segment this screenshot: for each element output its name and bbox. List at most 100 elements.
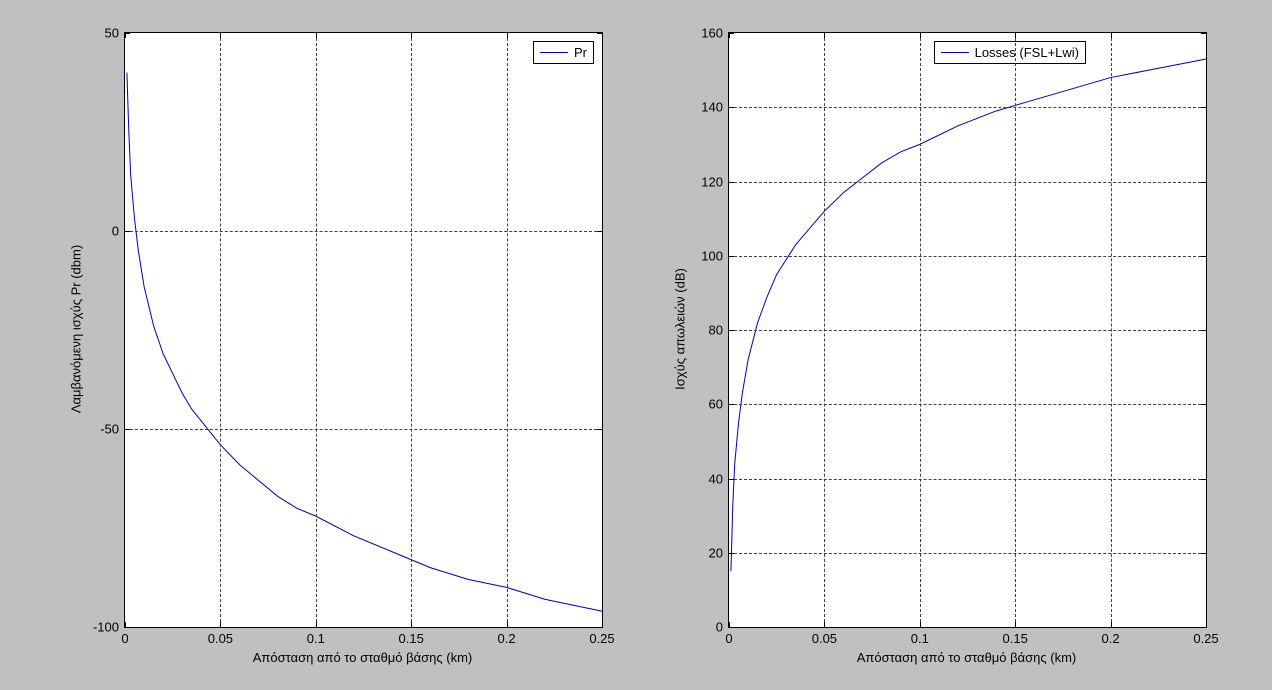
right-ygrid xyxy=(729,479,1206,480)
right-xgrid xyxy=(1111,33,1112,627)
left-xtick-mark xyxy=(411,622,412,627)
right-ygrid xyxy=(729,330,1206,331)
right-ytick-mark xyxy=(1201,553,1206,554)
right-xtick-mark xyxy=(1111,33,1112,38)
right-xtick-label: 0.25 xyxy=(1193,631,1218,646)
left-legend: Pr xyxy=(533,41,594,64)
left-ytick-label: 0 xyxy=(112,224,119,239)
right-ytick-mark xyxy=(729,330,734,331)
right-ytick-mark xyxy=(1201,404,1206,405)
right-ytick-label: 20 xyxy=(709,545,723,560)
right-ytick-mark xyxy=(1201,479,1206,480)
legend-label: Pr xyxy=(574,45,587,60)
left-ytick-mark xyxy=(597,627,602,628)
left-ytick-mark xyxy=(125,627,130,628)
right-xlabel: Απόσταση από το σταθμό βάσης (km) xyxy=(857,650,1077,665)
left-xtick-label: 0.25 xyxy=(589,631,614,646)
right-legend: Losses (FSL+Lwi) xyxy=(934,41,1086,64)
left-line-plot xyxy=(125,33,602,627)
legend-line-icon xyxy=(540,52,568,53)
right-ytick-mark xyxy=(1201,330,1206,331)
right-xtick-mark xyxy=(1111,622,1112,627)
right-ygrid xyxy=(729,107,1206,108)
right-ytick-mark xyxy=(729,107,734,108)
right-xtick-mark xyxy=(824,33,825,38)
right-xtick-label: 0 xyxy=(725,631,732,646)
right-xtick-mark xyxy=(920,33,921,38)
left-xgrid xyxy=(316,33,317,627)
left-xlabel: Απόσταση από το σταθμό βάσης (km) xyxy=(253,650,473,665)
right-ygrid xyxy=(729,256,1206,257)
left-axes: Pr -100-5005000.050.10.150.20.25 xyxy=(124,32,603,628)
matlab-figure: Pr -100-5005000.050.10.150.20.25 Λαμβανό… xyxy=(0,0,1272,690)
right-ytick-mark xyxy=(729,553,734,554)
right-ytick-mark xyxy=(1201,182,1206,183)
right-ytick-mark xyxy=(729,256,734,257)
left-xtick-label: 0.15 xyxy=(399,631,424,646)
right-ytick-label: 120 xyxy=(701,174,723,189)
right-ytick-label: 160 xyxy=(701,26,723,41)
left-xtick-mark xyxy=(220,622,221,627)
right-xtick-mark xyxy=(729,33,730,38)
left-xtick-label: 0.1 xyxy=(307,631,325,646)
right-ytick-mark xyxy=(1201,107,1206,108)
right-ytick-mark xyxy=(729,182,734,183)
right-ytick-mark xyxy=(729,479,734,480)
left-xgrid xyxy=(220,33,221,627)
left-ytick-mark xyxy=(125,231,130,232)
right-xgrid xyxy=(824,33,825,627)
right-ytick-label: 80 xyxy=(709,323,723,338)
right-axes: Losses (FSL+Lwi) 02040608010012014016000… xyxy=(728,32,1207,628)
right-ytick-label: 60 xyxy=(709,397,723,412)
left-ytick-mark xyxy=(597,231,602,232)
right-xtick-mark xyxy=(1206,33,1207,38)
legend-line-icon xyxy=(941,52,969,53)
left-xtick-mark xyxy=(316,33,317,38)
right-xtick-label: 0.1 xyxy=(911,631,929,646)
right-ygrid xyxy=(729,553,1206,554)
left-xtick-mark xyxy=(602,622,603,627)
right-ytick-label: 140 xyxy=(701,100,723,115)
left-xgrid xyxy=(507,33,508,627)
left-xtick-mark xyxy=(220,33,221,38)
right-xtick-mark xyxy=(920,622,921,627)
right-xgrid xyxy=(1015,33,1016,627)
right-xtick-mark xyxy=(1206,622,1207,627)
right-xtick-label: 0.2 xyxy=(1102,631,1120,646)
right-ylabel: Ισχύς απωλειών (dB) xyxy=(673,268,688,390)
left-xtick-mark xyxy=(507,33,508,38)
left-ytick-label: -100 xyxy=(93,620,119,635)
right-xtick-label: 0.05 xyxy=(812,631,837,646)
right-ytick-label: 0 xyxy=(716,620,723,635)
right-xtick-mark xyxy=(824,622,825,627)
left-ytick-mark xyxy=(597,429,602,430)
right-xtick-mark xyxy=(1015,622,1016,627)
left-xtick-label: 0 xyxy=(121,631,128,646)
right-ygrid xyxy=(729,404,1206,405)
left-xtick-mark xyxy=(125,622,126,627)
right-xgrid xyxy=(920,33,921,627)
left-ylabel: Λαμβανόμενη ισχύς Pr (dbm) xyxy=(69,245,84,413)
left-xtick-mark xyxy=(507,622,508,627)
left-ytick-mark xyxy=(125,429,130,430)
right-xtick-mark xyxy=(729,622,730,627)
left-xtick-mark xyxy=(316,622,317,627)
right-ytick-mark xyxy=(729,404,734,405)
left-xgrid xyxy=(411,33,412,627)
right-xtick-label: 0.15 xyxy=(1003,631,1028,646)
left-ygrid xyxy=(125,231,602,232)
right-ytick-mark xyxy=(1201,627,1206,628)
right-xtick-mark xyxy=(1015,33,1016,38)
left-ytick-label: 50 xyxy=(105,26,119,41)
left-xtick-mark xyxy=(125,33,126,38)
right-ytick-mark xyxy=(729,627,734,628)
legend-label: Losses (FSL+Lwi) xyxy=(975,45,1079,60)
left-ygrid xyxy=(125,429,602,430)
right-ytick-label: 40 xyxy=(709,471,723,486)
left-xtick-mark xyxy=(411,33,412,38)
right-ygrid xyxy=(729,182,1206,183)
left-ytick-label: -50 xyxy=(100,422,119,437)
right-ytick-label: 100 xyxy=(701,248,723,263)
left-xtick-mark xyxy=(602,33,603,38)
left-xtick-label: 0.05 xyxy=(208,631,233,646)
